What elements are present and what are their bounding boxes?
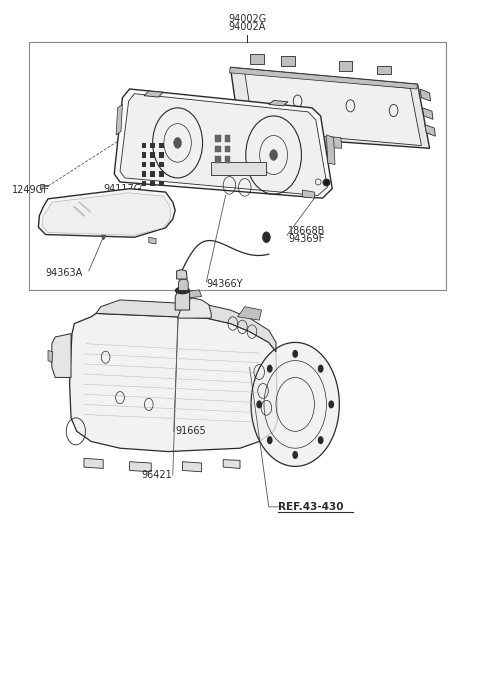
Circle shape bbox=[263, 232, 270, 243]
Bar bbox=[211, 162, 266, 175]
Circle shape bbox=[267, 436, 273, 444]
Text: REF.43-430: REF.43-430 bbox=[278, 502, 344, 512]
Polygon shape bbox=[48, 350, 53, 363]
Bar bbox=[142, 181, 146, 186]
Bar bbox=[142, 143, 146, 148]
Text: 96421: 96421 bbox=[142, 470, 172, 480]
Circle shape bbox=[174, 137, 181, 148]
Bar bbox=[150, 171, 155, 177]
Circle shape bbox=[318, 365, 324, 373]
Bar bbox=[215, 156, 221, 163]
Bar bbox=[142, 171, 146, 177]
Polygon shape bbox=[250, 54, 264, 64]
Polygon shape bbox=[182, 462, 202, 472]
Text: 94370: 94370 bbox=[103, 192, 134, 202]
Polygon shape bbox=[238, 307, 262, 320]
Polygon shape bbox=[149, 237, 156, 244]
Polygon shape bbox=[281, 56, 295, 66]
Bar bbox=[215, 146, 221, 152]
Text: 94363A: 94363A bbox=[46, 268, 83, 278]
Circle shape bbox=[318, 436, 324, 444]
Polygon shape bbox=[223, 460, 240, 468]
Text: 94002A: 94002A bbox=[228, 22, 266, 32]
Bar bbox=[29, 42, 446, 290]
Circle shape bbox=[267, 365, 273, 373]
Polygon shape bbox=[84, 458, 103, 468]
Text: 1249GF: 1249GF bbox=[12, 185, 50, 195]
Polygon shape bbox=[114, 89, 332, 198]
Circle shape bbox=[328, 400, 334, 408]
Bar bbox=[159, 181, 164, 186]
Circle shape bbox=[292, 451, 298, 459]
Polygon shape bbox=[269, 100, 288, 106]
Bar bbox=[159, 171, 164, 177]
Text: 91665: 91665 bbox=[175, 427, 206, 436]
Bar bbox=[225, 135, 230, 142]
Bar bbox=[142, 152, 146, 158]
Polygon shape bbox=[326, 135, 335, 164]
Bar bbox=[150, 152, 155, 158]
Polygon shape bbox=[70, 313, 277, 452]
Polygon shape bbox=[38, 189, 175, 237]
Polygon shape bbox=[130, 462, 151, 472]
Text: 94002G: 94002G bbox=[228, 13, 266, 24]
Polygon shape bbox=[175, 290, 190, 310]
Polygon shape bbox=[422, 108, 433, 119]
Polygon shape bbox=[187, 290, 202, 298]
Text: 94369F: 94369F bbox=[288, 235, 324, 244]
Circle shape bbox=[256, 400, 262, 408]
Circle shape bbox=[270, 150, 277, 160]
Text: 94117G: 94117G bbox=[103, 184, 142, 193]
Polygon shape bbox=[302, 190, 314, 198]
Polygon shape bbox=[245, 73, 421, 146]
Bar bbox=[159, 143, 164, 148]
Bar bbox=[150, 162, 155, 167]
Bar bbox=[215, 135, 221, 142]
Bar bbox=[159, 162, 164, 167]
Polygon shape bbox=[420, 89, 431, 101]
Polygon shape bbox=[42, 193, 171, 235]
Bar bbox=[225, 156, 230, 163]
Bar bbox=[150, 143, 155, 148]
Polygon shape bbox=[52, 334, 71, 377]
Polygon shape bbox=[96, 300, 276, 352]
Polygon shape bbox=[120, 94, 327, 195]
Text: 18668B: 18668B bbox=[288, 226, 325, 235]
Polygon shape bbox=[144, 91, 163, 97]
Circle shape bbox=[251, 342, 339, 466]
Polygon shape bbox=[425, 125, 435, 136]
Circle shape bbox=[292, 350, 298, 358]
Polygon shape bbox=[230, 67, 430, 148]
Polygon shape bbox=[229, 67, 418, 89]
Ellipse shape bbox=[175, 287, 190, 294]
Bar bbox=[150, 181, 155, 186]
Polygon shape bbox=[179, 279, 188, 290]
Polygon shape bbox=[377, 66, 391, 74]
Text: 94366Y: 94366Y bbox=[206, 280, 243, 289]
Polygon shape bbox=[116, 104, 122, 135]
Bar bbox=[159, 152, 164, 158]
Bar bbox=[225, 146, 230, 152]
Bar bbox=[142, 162, 146, 167]
Polygon shape bbox=[178, 298, 211, 318]
Polygon shape bbox=[339, 61, 352, 71]
Polygon shape bbox=[302, 135, 342, 148]
Polygon shape bbox=[177, 270, 187, 279]
